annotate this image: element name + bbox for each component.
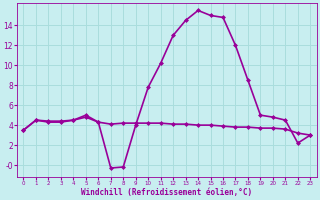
X-axis label: Windchill (Refroidissement éolien,°C): Windchill (Refroidissement éolien,°C) <box>81 188 252 197</box>
